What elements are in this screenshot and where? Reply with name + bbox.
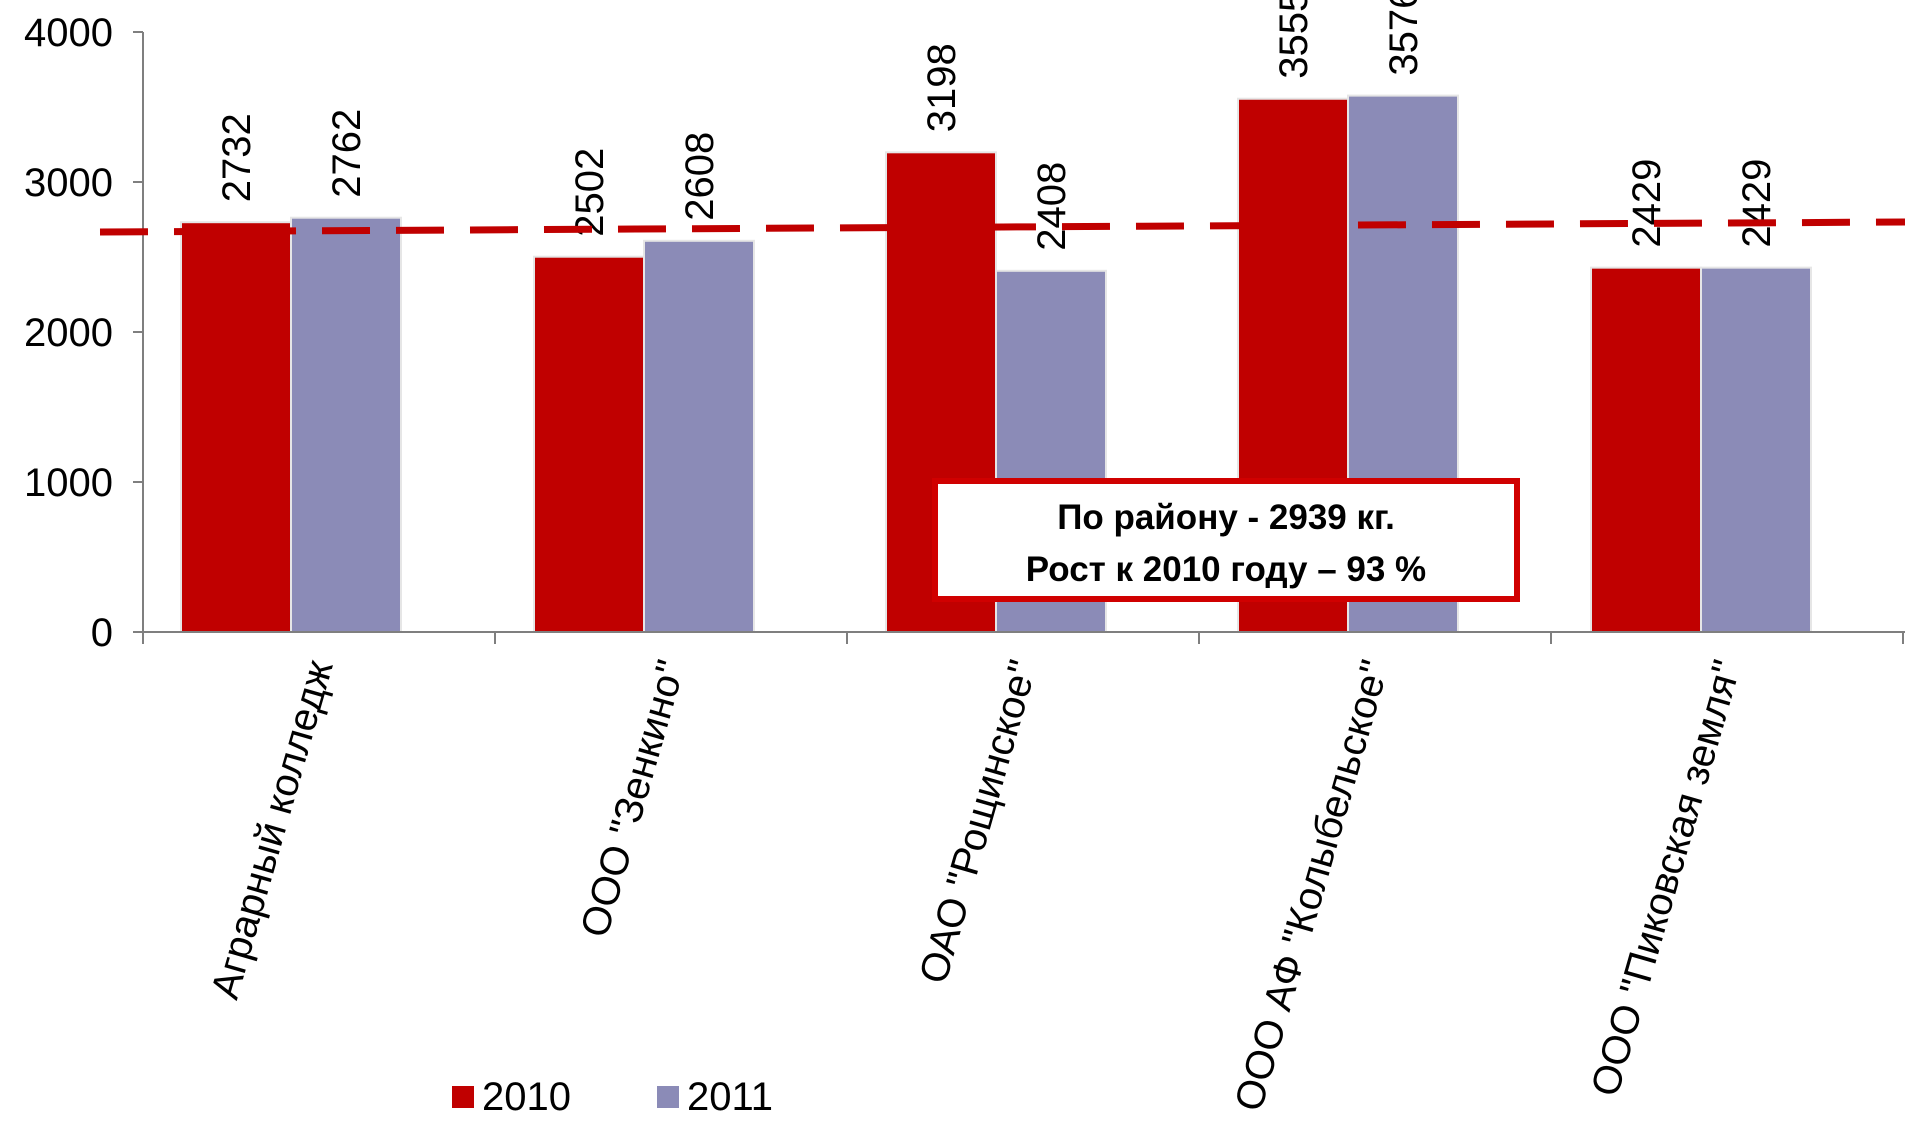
reference-line: [99, 218, 1905, 236]
legend-swatch-2011: [657, 1086, 679, 1108]
bar-2010: [1590, 266, 1702, 633]
y-tick-label: 0: [91, 611, 113, 655]
bar-2011: [643, 239, 755, 634]
y-axis: 0 1000 2000 3000 4000: [24, 11, 144, 655]
legend-label: 2011: [687, 1075, 773, 1119]
y-tick-label: 3000: [24, 161, 113, 205]
bars: 2732 2762 2502 2608 3198 2408 3555 3576 2429 2429: [180, 0, 1812, 634]
y-tick-label: 4000: [24, 11, 113, 55]
bar-2011: [290, 216, 402, 633]
data-label: 2608: [678, 132, 722, 221]
category-label: ООО "Пиковская земля": [1583, 655, 1750, 1101]
annotation-line-2: Рост к 2010 году – 93 %: [1025, 550, 1427, 589]
bar-2010: [180, 221, 292, 633]
data-label: 2408: [1030, 162, 1074, 251]
data-label: 2429: [1625, 159, 1669, 248]
data-label: 3198: [920, 43, 964, 132]
category-label: Аграрный колледж: [203, 655, 342, 1004]
data-label: 2429: [1735, 159, 1779, 248]
legend-swatch-2010: [452, 1086, 474, 1108]
data-label: 3576: [1382, 0, 1426, 76]
y-tick-label: 2000: [24, 311, 113, 355]
legend-label: 2010: [482, 1075, 571, 1119]
category-label: ОАО "Рощинское": [911, 655, 1045, 988]
category-label: ООО АФ "Колыбельское": [1227, 655, 1398, 1116]
category-label: ООО "Зенкино": [573, 655, 694, 942]
annotation-line-1: По району - 2939 кг.: [1057, 498, 1395, 537]
data-label: 2502: [568, 148, 612, 237]
bar-2010: [533, 255, 645, 633]
y-tick-label: 1000: [24, 461, 113, 505]
data-label: 3555: [1272, 0, 1316, 79]
data-label: 2762: [325, 109, 369, 198]
data-label: 2732: [215, 113, 259, 202]
legend: 2010 2011: [452, 1075, 773, 1119]
bar-2011: [1700, 266, 1812, 633]
average-dashed-line: [99, 218, 1905, 236]
x-axis: Аграрный колледж ООО "Зенкино" ОАО "Рощинс…: [142, 631, 1905, 1116]
summary-annotation: По району - 2939 кг. Рост к 2010 году – …: [932, 478, 1520, 602]
